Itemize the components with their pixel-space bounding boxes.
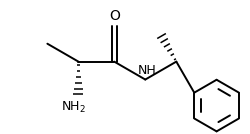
- Text: O: O: [109, 9, 120, 23]
- Text: NH$_2$: NH$_2$: [60, 100, 86, 115]
- Text: NH: NH: [138, 64, 156, 77]
